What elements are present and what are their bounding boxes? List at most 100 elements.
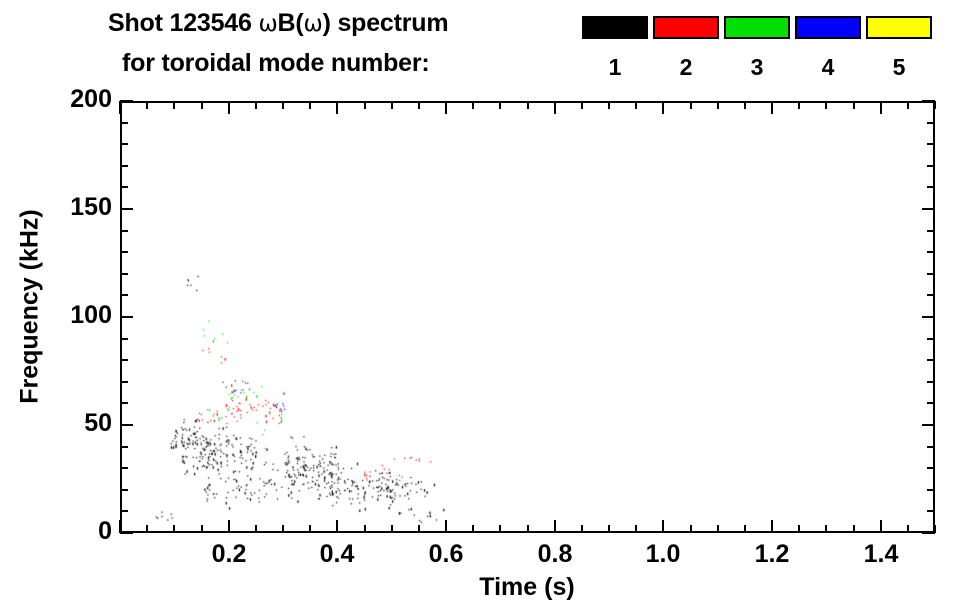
legend-label-5: 5: [892, 54, 906, 80]
x-tick-minor: [608, 525, 610, 533]
legend-label-1: 1: [608, 54, 622, 80]
x-tick-minor: [717, 525, 719, 533]
x-tick-minor: [282, 525, 284, 533]
omega-symbol-2: ω: [303, 11, 323, 37]
y-tick-minor-right: [927, 446, 935, 448]
x-tick-minor-top: [146, 101, 148, 109]
legend-swatch-4: [795, 16, 861, 39]
legend-swatch-1: [582, 16, 648, 39]
x-tick-minor: [853, 525, 855, 533]
x-tick-minor-top: [744, 101, 746, 109]
y-tick-minor: [120, 402, 128, 404]
x-tick-major-0.4: [336, 520, 338, 533]
legend-swatch-3: [724, 16, 790, 39]
x-tick-major-1.4: [880, 520, 882, 533]
y-tick-minor-right: [927, 338, 935, 340]
x-tick-minor: [173, 525, 175, 533]
y-tick-major-right-0: [922, 532, 935, 534]
x-tick-major-top-0.6: [445, 101, 447, 114]
legend-label-2: 2: [679, 54, 693, 80]
x-tick-major-top-1: [662, 101, 664, 114]
x-tick-minor-top: [608, 101, 610, 109]
x-tick-label-0.6: 0.6: [428, 540, 464, 568]
x-tick-major-top-0.8: [554, 101, 556, 114]
x-tick-minor-top: [418, 101, 420, 109]
x-axis-title: Time (s): [479, 573, 575, 601]
x-tick-minor: [472, 525, 474, 533]
y-tick-major-50: [120, 424, 133, 426]
x-tick-major-1: [662, 520, 664, 533]
y-tick-minor-right: [927, 251, 935, 253]
x-tick-label-1: 1.0: [645, 540, 681, 568]
y-tick-minor-right: [927, 402, 935, 404]
x-tick-minor: [825, 525, 827, 533]
x-tick-minor: [364, 525, 366, 533]
x-tick-major-0.2: [228, 520, 230, 533]
y-axis-title: Frequency (kHz): [15, 209, 44, 404]
y-tick-label-100: 100: [70, 301, 112, 329]
x-tick-minor: [798, 525, 800, 533]
y-tick-minor-right: [927, 381, 935, 383]
y-tick-minor-right: [927, 143, 935, 145]
y-tick-minor-right: [927, 467, 935, 469]
y-tick-minor: [120, 230, 128, 232]
x-tick-label-1.4: 1.4: [863, 540, 899, 568]
y-tick-minor-right: [927, 122, 935, 124]
x-tick-minor: [744, 525, 746, 533]
y-tick-label-50: 50: [84, 409, 112, 437]
x-tick-minor-top: [527, 101, 529, 109]
x-tick-minor: [255, 525, 257, 533]
x-tick-minor-top: [690, 101, 692, 109]
y-tick-minor: [120, 165, 128, 167]
y-tick-minor: [120, 510, 128, 512]
y-tick-minor: [120, 273, 128, 275]
x-tick-minor: [146, 525, 148, 533]
y-tick-label-0: 0: [98, 517, 112, 545]
x-tick-minor-top: [391, 101, 393, 109]
y-tick-minor: [120, 338, 128, 340]
x-tick-minor-top: [853, 101, 855, 109]
x-tick-minor-top: [173, 101, 175, 109]
y-tick-major-200: [120, 100, 133, 102]
y-tick-minor: [120, 294, 128, 296]
title-shot-text: Shot 123546: [108, 9, 259, 37]
x-tick-minor-top: [581, 101, 583, 109]
x-tick-minor: [907, 525, 909, 533]
x-tick-minor-top: [309, 101, 311, 109]
x-tick-minor-top: [934, 101, 936, 109]
x-tick-minor-top: [472, 101, 474, 109]
x-tick-minor: [527, 525, 529, 533]
y-tick-minor: [120, 122, 128, 124]
y-tick-minor: [120, 467, 128, 469]
x-tick-minor: [201, 525, 203, 533]
x-tick-label-0.8: 0.8: [537, 540, 573, 568]
y-tick-major-right-200: [922, 100, 935, 102]
x-tick-label-0.4: 0.4: [319, 540, 355, 568]
y-tick-minor-right: [927, 359, 935, 361]
y-tick-minor: [120, 359, 128, 361]
x-tick-minor-top: [282, 101, 284, 109]
x-tick-label-1.2: 1.2: [754, 540, 790, 568]
y-tick-minor-right: [927, 489, 935, 491]
y-tick-minor: [120, 489, 128, 491]
x-tick-minor: [418, 525, 420, 533]
omega-symbol-1: ω: [258, 11, 278, 37]
y-tick-major-right-150: [922, 208, 935, 210]
x-tick-minor-top: [825, 101, 827, 109]
y-tick-major-right-100: [922, 316, 935, 318]
x-tick-major-top-0: [119, 101, 121, 114]
x-tick-minor: [499, 525, 501, 533]
title-spectrum-text: ) spectrum: [322, 9, 449, 37]
x-tick-major-top-0.2: [228, 101, 230, 114]
x-tick-minor: [635, 525, 637, 533]
x-tick-major-top-1.4: [880, 101, 882, 114]
y-tick-minor: [120, 381, 128, 383]
x-tick-minor-top: [635, 101, 637, 109]
y-tick-major-0: [120, 532, 133, 534]
figure-title-line-1: Shot 123546 ωB(ω) spectrum: [108, 9, 449, 38]
legend-label-3: 3: [750, 54, 764, 80]
x-tick-minor: [934, 525, 936, 533]
legend-label-4: 4: [821, 54, 835, 80]
y-tick-minor-right: [927, 510, 935, 512]
